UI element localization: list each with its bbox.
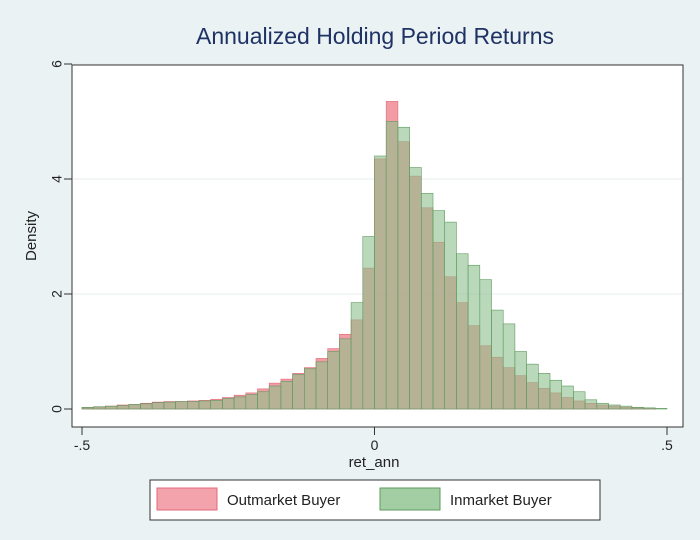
- legend-label-outmarket: Outmarket Buyer: [227, 492, 340, 509]
- chart-title: Annualized Holding Period Returns: [196, 23, 554, 49]
- inmarket-bar: [198, 400, 211, 410]
- inmarket-bar: [573, 391, 586, 410]
- inmarket-bar: [608, 404, 621, 410]
- inmarket-bar: [444, 221, 457, 410]
- inmarket-bar: [315, 361, 328, 410]
- inmarket-bar: [374, 155, 387, 410]
- y-tick-label: 0: [49, 405, 65, 413]
- inmarket-bar: [362, 236, 375, 410]
- legend-box: [149, 479, 601, 521]
- inmarket-bar: [151, 402, 165, 410]
- inmarket-bar: [163, 401, 176, 410]
- inmarket-bar: [643, 407, 656, 410]
- x-tick-label: .5: [661, 437, 673, 453]
- y-axis-title: Density: [23, 210, 40, 261]
- inmarket-bar: [409, 167, 422, 410]
- inmarket-bar: [292, 374, 305, 410]
- inmarket-bar: [350, 302, 364, 410]
- inmarket-bar: [502, 323, 516, 410]
- inmarket-bars: [81, 121, 668, 410]
- inmarket-bar: [222, 398, 235, 410]
- inmarket-bar: [93, 406, 106, 410]
- inmarket-bar: [128, 404, 141, 410]
- inmarket-bar: [327, 351, 340, 410]
- inmarket-bar: [631, 406, 644, 410]
- inmarket-bar: [561, 385, 574, 410]
- y-tick-label: 2: [49, 290, 65, 298]
- inmarket-bar: [385, 121, 399, 410]
- inmarket-bar: [420, 193, 434, 410]
- inmarket-bar: [549, 379, 562, 410]
- legend: Outmarket Buyer Inmarket Buyer: [149, 479, 601, 521]
- inmarket-bar: [514, 351, 527, 410]
- x-axis-ticks: -.5 0 .5: [74, 427, 673, 453]
- inmarket-bar: [479, 279, 492, 410]
- legend-label-inmarket: Inmarket Buyer: [450, 492, 552, 509]
- inmarket-bar: [105, 405, 118, 410]
- inmarket-bar: [456, 253, 469, 410]
- inmarket-bar: [233, 396, 247, 410]
- inmarket-bar: [268, 385, 282, 410]
- inmarket-bar: [526, 363, 539, 410]
- y-axis-ticks: 0 2 4 6: [49, 60, 72, 413]
- inmarket-bar: [257, 391, 270, 410]
- y-tick-label: 6: [49, 60, 65, 68]
- inmarket-bar: [397, 126, 410, 410]
- inmarket-bar: [116, 405, 130, 410]
- inmarket-bar: [339, 338, 352, 410]
- inmarket-bar: [280, 381, 293, 410]
- y-tick-label: 4: [49, 175, 65, 183]
- inmarket-bar: [210, 400, 223, 410]
- inmarket-bar: [303, 368, 317, 410]
- inmarket-bar: [654, 408, 668, 410]
- x-tick-label: -.5: [74, 437, 91, 453]
- inmarket-bar: [175, 401, 188, 410]
- inmarket-bar: [619, 405, 633, 410]
- x-axis-title: ret_ann: [349, 454, 400, 471]
- legend-swatch-inmarket: [379, 487, 441, 511]
- inmarket-bar: [245, 394, 258, 410]
- legend-swatch-outmarket: [156, 487, 218, 511]
- inmarket-bar: [491, 309, 504, 410]
- inmarket-bar: [140, 403, 153, 410]
- inmarket-bar: [81, 406, 94, 410]
- inmarket-bar: [467, 264, 481, 410]
- inmarket-bar: [584, 399, 598, 410]
- x-tick-label: 0: [371, 437, 379, 453]
- inmarket-bar: [432, 210, 445, 410]
- inmarket-bar: [596, 402, 609, 410]
- inmarket-bar: [537, 373, 551, 410]
- inmarket-bar: [187, 401, 200, 410]
